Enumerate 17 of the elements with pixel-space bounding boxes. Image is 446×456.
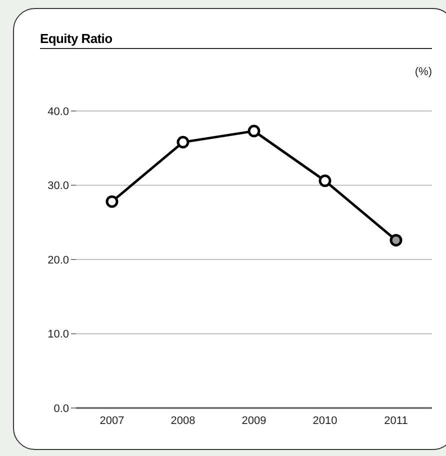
y-tick-label: 0.0 — [54, 402, 69, 415]
x-tick-label: 2009 — [242, 414, 266, 427]
y-tick-label: 40.0 — [48, 106, 69, 118]
point — [390, 234, 402, 246]
x-tick-label: 2007 — [100, 414, 124, 427]
x-tick-label: 2008 — [170, 414, 196, 427]
x-tick-label: 2011 — [384, 414, 408, 427]
y-tick-label: 20.0 — [48, 254, 69, 266]
point — [248, 124, 260, 138]
point — [106, 195, 118, 208]
point — [176, 136, 190, 148]
x-tick-label: 2010 — [312, 414, 338, 427]
chart-title: Equity Ratio — [40, 31, 432, 49]
point — [318, 174, 332, 188]
y-tick-label: 30.0 — [48, 180, 69, 192]
y-tick-label: 10.0 — [48, 328, 69, 341]
text: (%) — [414, 66, 432, 78]
